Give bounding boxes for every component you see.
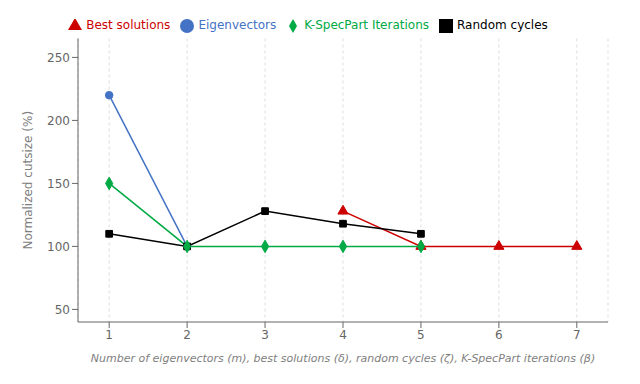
svg-text:1: 1 <box>105 328 113 342</box>
svg-text:Number of eigenvectors (m), be: Number of eigenvectors (m), best solutio… <box>91 352 595 365</box>
svg-text:250: 250 <box>47 51 70 65</box>
html-text:Best solutions: Best solutions <box>86 18 171 32</box>
svg-text:100: 100 <box>47 240 70 254</box>
html-text:Eigenvectors: Eigenvectors <box>198 18 277 32</box>
svg-text:6: 6 <box>495 328 503 342</box>
svg-text:2: 2 <box>183 328 191 342</box>
svg-text:150: 150 <box>47 177 70 191</box>
svg-text:7: 7 <box>573 328 581 342</box>
svg-text:200: 200 <box>47 114 70 128</box>
svg-text:5: 5 <box>417 328 425 342</box>
svg-text:50: 50 <box>55 303 70 317</box>
svg-text:4: 4 <box>339 328 347 342</box>
svg-text:3: 3 <box>261 328 269 342</box>
html-text:K-SpecPart Iterations: K-SpecPart Iterations <box>304 18 429 32</box>
svg-text:Normalized cutsize (%): Normalized cutsize (%) <box>21 111 35 250</box>
html-text:Random cycles: Random cycles <box>457 18 548 32</box>
